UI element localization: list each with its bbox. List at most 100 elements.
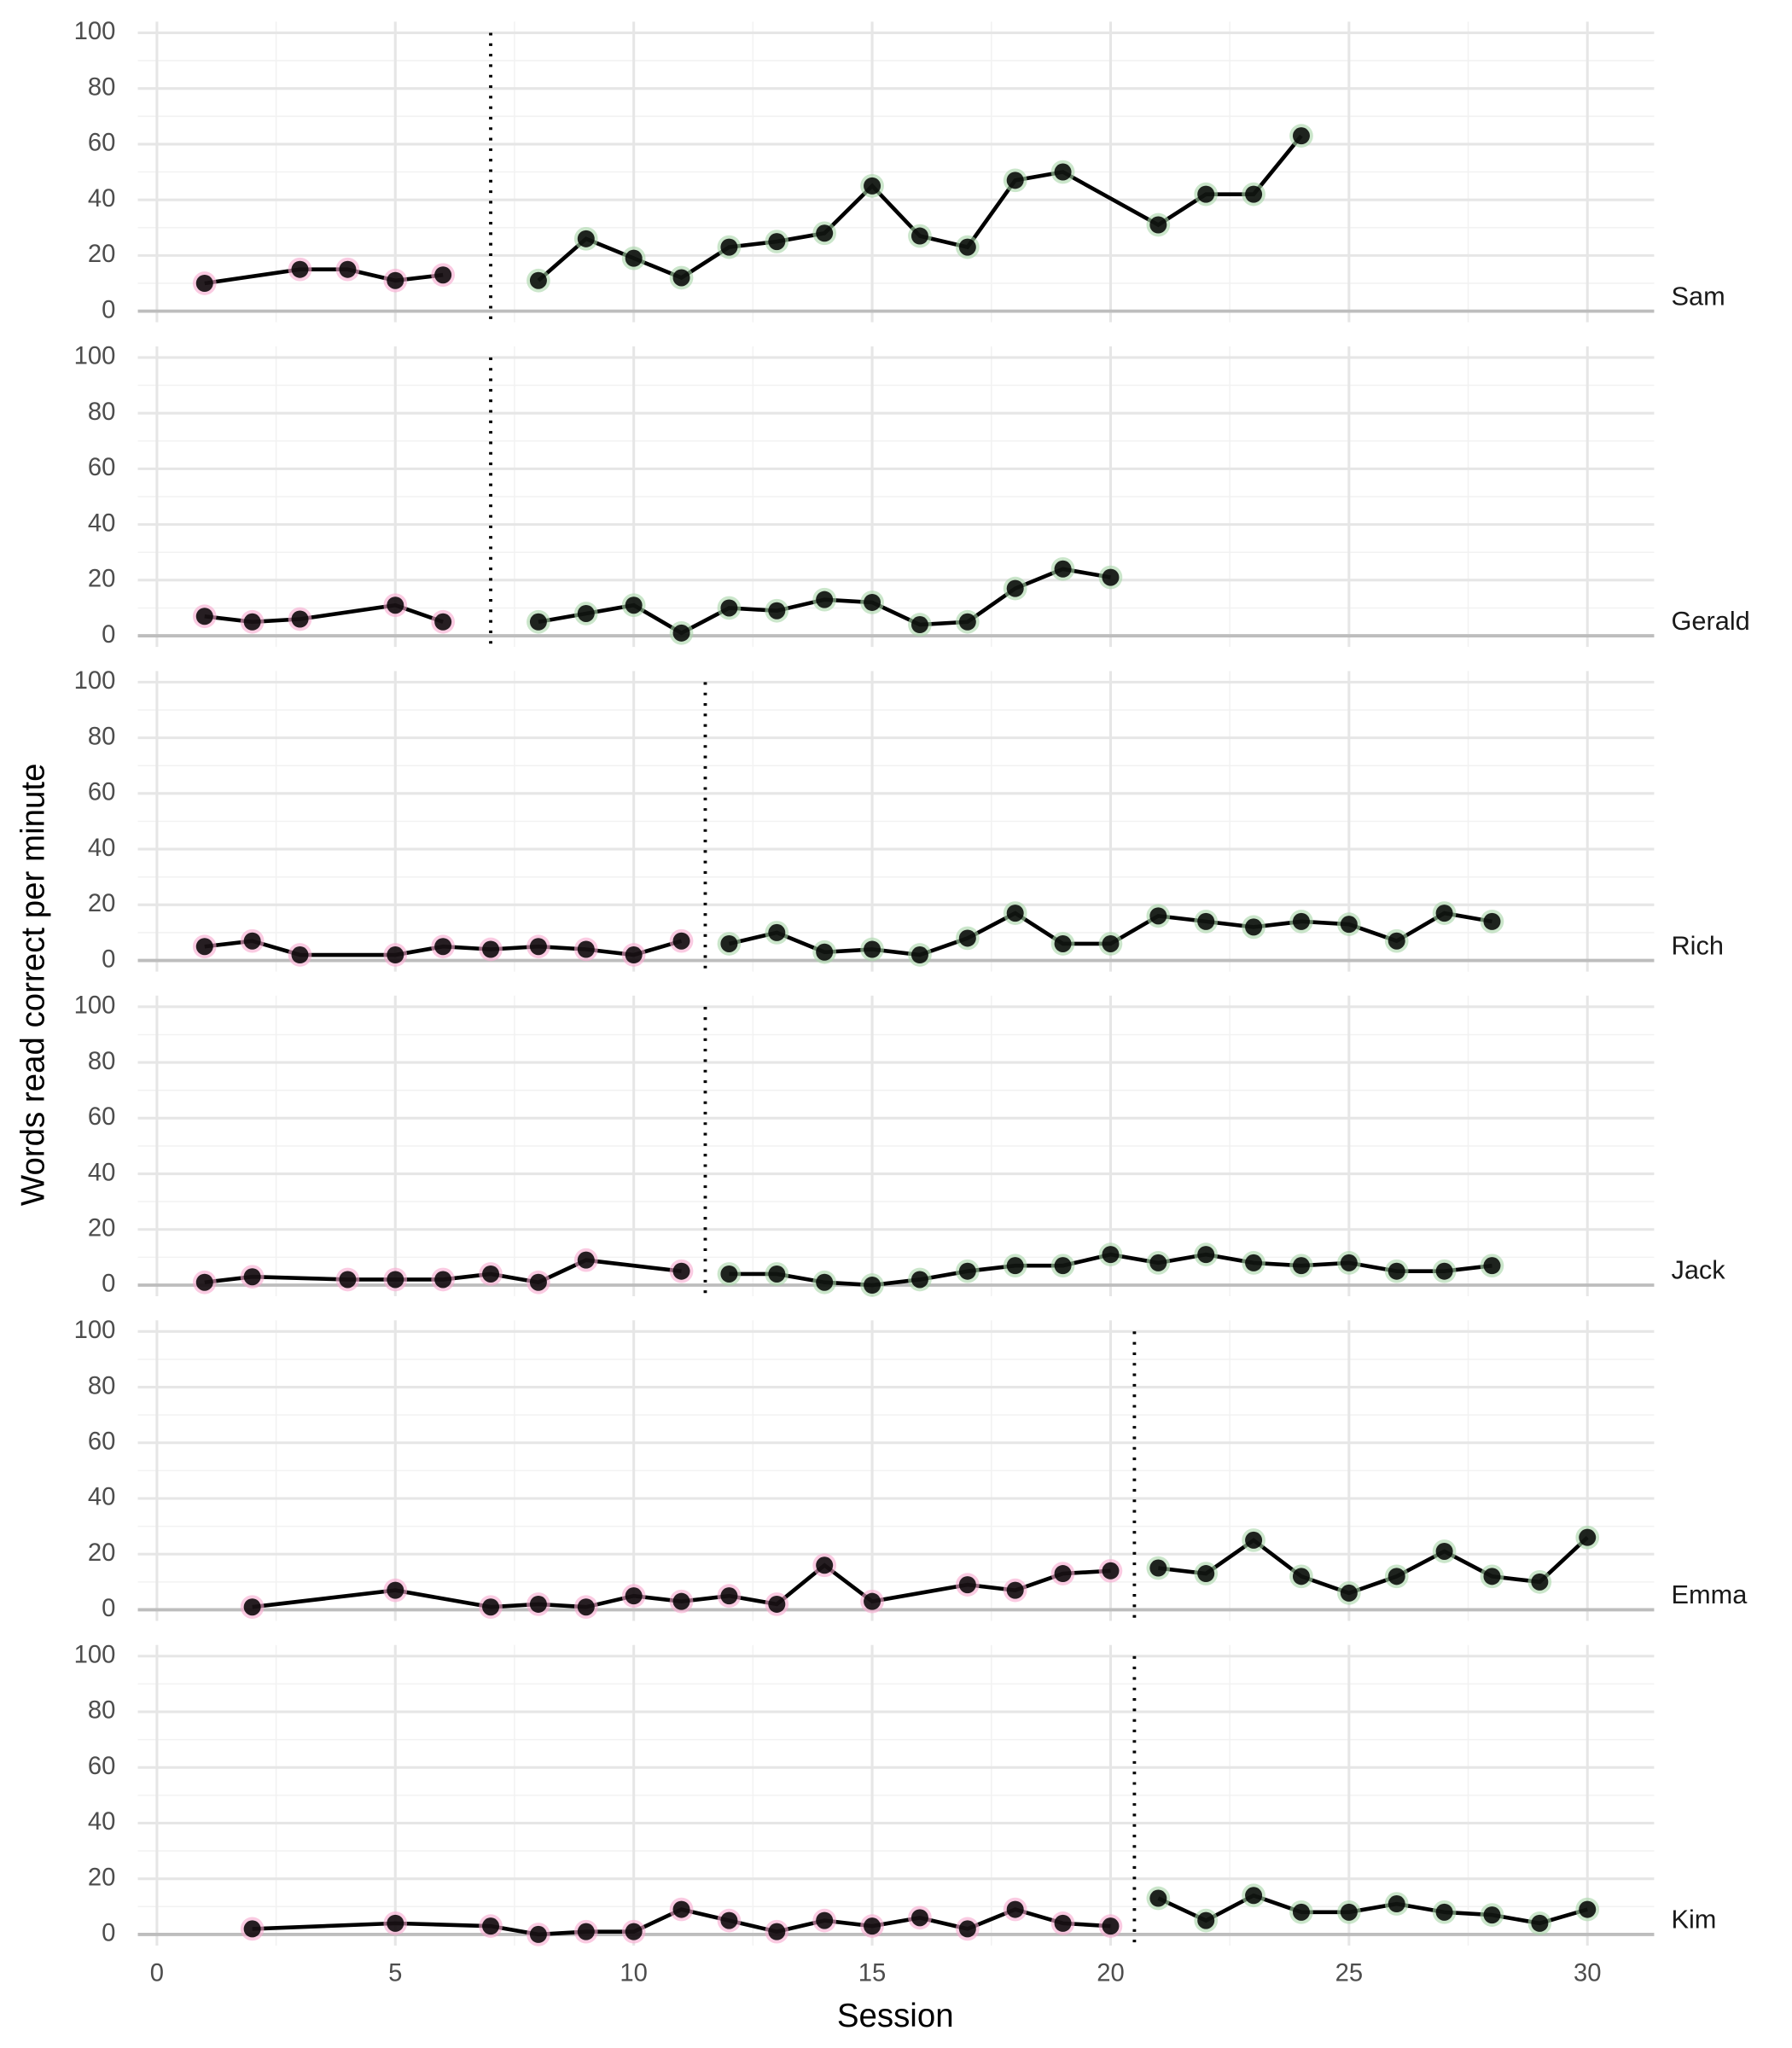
data-point [864,940,881,958]
y-tick-label: 20 [88,1214,116,1242]
y-tick-label: 0 [102,1595,115,1622]
y-tick-label: 0 [102,1920,115,1947]
data-point [625,249,643,267]
data-point [529,1925,547,1943]
data-point [768,602,786,620]
data-line [204,939,683,957]
data-point [1054,934,1072,952]
y-tick-label: 40 [88,1808,116,1836]
data-point [768,1265,786,1283]
data-point [768,233,786,251]
data-point [195,275,213,292]
data-point [625,946,643,964]
data-point [577,1923,595,1940]
data-point [1483,1568,1501,1585]
data-point [720,599,738,617]
data-point [1054,1565,1072,1583]
y-tick-label: 60 [88,1103,116,1131]
x-tick-label: 25 [1335,1960,1364,1987]
data-point [864,1917,881,1935]
y-axis-label: Words read correct per minute [15,764,52,1207]
data-point [1340,1254,1358,1271]
data-point [339,1271,357,1289]
data-point [434,938,452,956]
data-point [1149,1254,1167,1271]
data-point [387,946,404,964]
data-point [339,260,357,278]
data-point [1245,1254,1263,1271]
data-point [1245,918,1263,936]
data-point [1197,912,1215,930]
data-point [720,1911,738,1929]
data-point [1054,163,1072,181]
data-line [1158,1535,1589,1596]
x-tick-label: 20 [1097,1960,1125,1987]
data-point [1388,932,1405,950]
data-point [577,1598,595,1616]
data-point [387,1581,404,1599]
data-line [537,134,1303,282]
y-tick-label: 100 [74,667,116,695]
data-point [195,608,213,625]
data-line [252,1907,1111,1937]
data-point [482,940,500,958]
y-tick-label: 60 [88,1428,116,1455]
data-point [243,613,261,631]
y-tick-label: 20 [88,1864,116,1891]
data-point [1531,1573,1549,1591]
data-point [958,1262,976,1280]
y-tick-label: 80 [88,1372,116,1399]
y-tick-label: 100 [74,1641,116,1668]
data-point [1340,916,1358,934]
data-point [1531,1914,1549,1932]
data-point [482,1598,500,1616]
data-point [958,1576,976,1594]
data-point [1340,1584,1358,1602]
data-point [1102,1246,1120,1264]
data-point [1006,172,1024,189]
data-point [816,591,834,608]
data-point [911,227,928,245]
data-point [482,1917,500,1935]
data-point [1197,1911,1215,1929]
panel-label: Rich [1671,930,1724,960]
data-point [958,613,976,631]
data-point [1149,1889,1167,1907]
data-point [1197,1565,1215,1583]
y-tick-label: 60 [88,1753,116,1780]
y-tick-label: 0 [102,945,115,973]
data-point [1054,1914,1072,1932]
data-point [1006,1581,1024,1599]
data-point [768,1595,786,1613]
y-tick-label: 40 [88,835,116,862]
data-point [1292,1903,1310,1921]
data-point [1388,1895,1405,1913]
data-point [387,271,404,289]
data-point [911,946,928,964]
y-tick-label: 20 [88,890,116,917]
data-point [1245,1887,1263,1905]
y-tick-label: 80 [88,399,116,426]
x-tick-label: 30 [1574,1960,1602,1987]
data-point [625,1587,643,1605]
data-point [387,1271,404,1289]
data-point [958,929,976,947]
data-point [291,610,309,628]
data-point [911,1271,928,1289]
data-point [1149,1559,1167,1577]
data-point [243,1598,261,1616]
data-point [1435,905,1453,922]
y-tick-label: 40 [88,1484,116,1511]
panel-label: Gerald [1671,606,1749,636]
y-tick-label: 20 [88,566,116,593]
y-tick-label: 40 [88,185,116,212]
data-line [204,267,444,286]
y-tick-label: 100 [74,18,116,45]
y-tick-label: 0 [102,621,115,649]
data-point [387,1914,404,1932]
data-point [720,934,738,952]
data-point [958,1920,976,1938]
data-point [720,1587,738,1605]
y-tick-label: 80 [88,1048,116,1075]
